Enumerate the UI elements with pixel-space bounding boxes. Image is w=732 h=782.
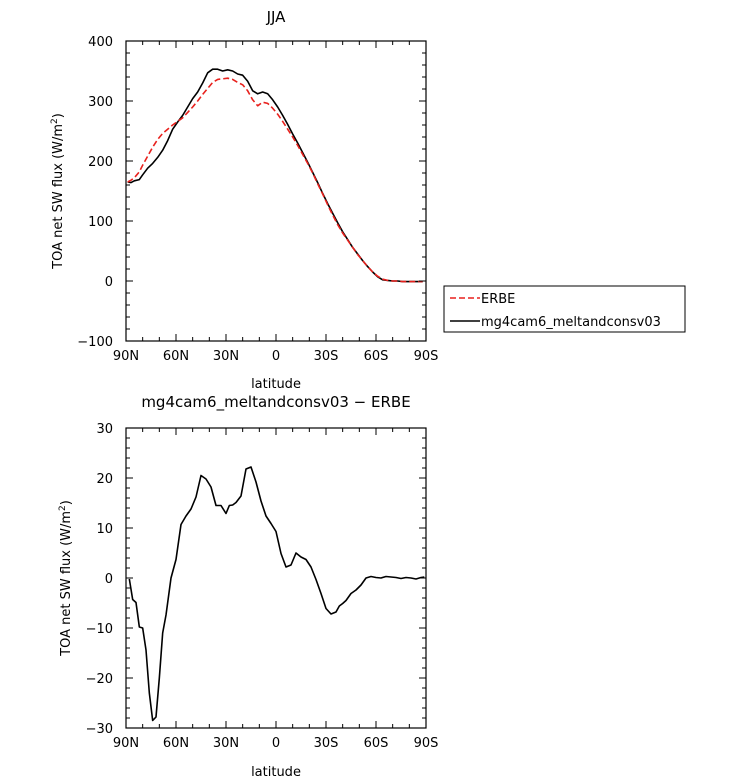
- bottom-panel-ylabel: TOA net SW flux (W/m2): [58, 500, 74, 657]
- bottom-x-tick-label: 60S: [364, 736, 389, 751]
- top-x-tick-label: 30N: [213, 349, 239, 364]
- top-panel-frame: [125, 40, 427, 342]
- bottom-panel-series-layer: [128, 466, 425, 722]
- bottom-x-tick-label: 30S: [314, 736, 339, 751]
- top-panel-axes: 90N 60N 30N 0 30S 60S 90S −100 0 100 200 300 400: [77, 35, 438, 364]
- bottom-x-tick-label: 90S: [414, 736, 439, 751]
- bottom-x-tick-label: 90N: [113, 736, 139, 751]
- bottom-panel-xlabel: latitude: [251, 765, 301, 780]
- bottom-panel-title: mg4cam6_meltandconsv03 − ERBE: [141, 393, 410, 412]
- top-panel-title: JJA: [266, 8, 287, 26]
- top-y-tick-label: 300: [88, 95, 113, 110]
- bottom-panel-ylabel-superscript: 2: [58, 505, 68, 511]
- top-y-tick-label: 0: [105, 275, 113, 290]
- top-panel-ylabel-suffix: ): [51, 113, 66, 118]
- top-x-tick-label: 60N: [163, 349, 189, 364]
- bottom-series-line-difference: [128, 466, 425, 722]
- bottom-y-tick-label: 30: [96, 422, 113, 437]
- bottom-x-tick-label: 60N: [163, 736, 189, 751]
- top-y-tick-label: 400: [88, 35, 113, 50]
- top-panel-series-layer: [127, 68, 423, 283]
- bottom-y-tick-label: 10: [96, 522, 113, 537]
- bottom-y-tick-label: 20: [96, 472, 113, 487]
- top-x-tick-label: 60S: [364, 349, 389, 364]
- top-y-tick-label: 200: [88, 155, 113, 170]
- bottom-y-tick-label: −10: [86, 622, 113, 637]
- top-panel-ylabel-superscript: 2: [50, 118, 60, 124]
- legend-label-model: mg4cam6_meltandconsv03: [481, 315, 661, 330]
- bottom-x-tick-label: 30N: [213, 736, 239, 751]
- top-panel-xlabel: latitude: [251, 377, 301, 392]
- top-y-tick-label: −100: [77, 335, 113, 350]
- top-x-tick-label: 90N: [113, 349, 139, 364]
- legend-box: [443, 285, 686, 333]
- top-panel-ylabel: TOA net SW flux (W/m2): [50, 113, 66, 270]
- bottom-panel-ylabel-suffix: ): [59, 500, 74, 505]
- bottom-y-tick-label: −20: [86, 672, 113, 687]
- top-x-tick-label: 30S: [314, 349, 339, 364]
- top-series-line-mg4cam6-meltandconsv03: [127, 68, 423, 283]
- bottom-y-tick-label: −30: [86, 722, 113, 737]
- top-y-tick-label: 100: [88, 215, 113, 230]
- top-panel: JJA 90N 60N 30N 0 30S 60S 90S −100 0 100 200 300 400…: [50, 8, 686, 392]
- bottom-x-tick-label: 0: [272, 736, 280, 751]
- top-series-line-erbe: [127, 77, 423, 283]
- bottom-panel: mg4cam6_meltandconsv03 − ERBE 90N 60N 30N 0…: [58, 393, 438, 780]
- bottom-panel-ylabel-prefix: TOA net SW flux (W/m: [59, 511, 74, 657]
- chart-legend: ERBE mg4cam6_meltandconsv03: [443, 285, 686, 333]
- top-panel-ylabel-prefix: TOA net SW flux (W/m: [51, 124, 66, 270]
- legend-label-erbe: ERBE: [481, 292, 515, 307]
- top-x-tick-label: 0: [272, 349, 280, 364]
- bottom-y-tick-label: 0: [105, 572, 113, 587]
- top-x-tick-label: 90S: [414, 349, 439, 364]
- bottom-panel-axes: 90N 60N 30N 0 30S 60S 90S −30 −20 −10 0 10 20 30: [86, 422, 439, 751]
